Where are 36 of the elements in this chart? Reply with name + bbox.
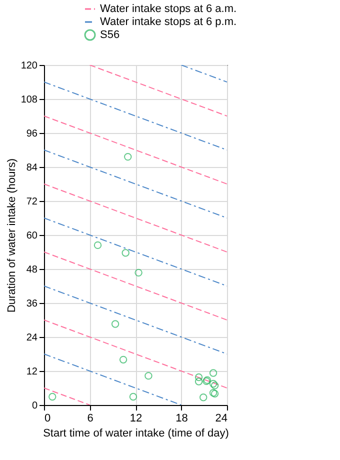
point [124, 152, 132, 161]
point [209, 380, 218, 388]
y-axis-title: Duration of water intake (hours) [6, 158, 18, 313]
y-tick-label: 96 [26, 128, 38, 140]
x-tick-label: 6 [87, 412, 94, 424]
point [122, 249, 130, 257]
point [144, 372, 152, 380]
point [48, 392, 56, 401]
point [119, 356, 128, 364]
x-axis-title: Start time of water intake (time of day) [43, 428, 229, 440]
point [134, 268, 142, 277]
point [194, 378, 203, 386]
y-tick-label: 120 [20, 60, 38, 72]
x-tick-label: 24 [215, 412, 228, 424]
x-tick-label: 12 [130, 412, 142, 424]
point [129, 392, 138, 401]
y-tick-label: 36 [26, 298, 38, 310]
legend-label: Water intake stops at 6 p.m. [100, 16, 237, 28]
y-tick-label: 72 [26, 196, 38, 208]
y-tick-label: 84 [26, 162, 38, 174]
point [200, 394, 208, 402]
y-tick-label: 24 [26, 332, 38, 344]
y-tick-label: 60 [26, 230, 38, 242]
point [111, 320, 120, 328]
legend-label: Water intake stops at 6 a.m. [100, 3, 237, 15]
point [209, 369, 218, 377]
y-tick-label: 48 [26, 264, 38, 276]
point [94, 241, 102, 250]
point [210, 382, 219, 390]
point [194, 373, 203, 382]
legend-label: S56 [100, 29, 120, 41]
y-tick-label: 0 [32, 400, 38, 412]
x-tick-label: 18 [176, 412, 188, 424]
x-tick-label: 0 [44, 412, 51, 424]
y-tick-label: 108 [20, 94, 38, 106]
y-tick-label: 12 [26, 366, 38, 378]
